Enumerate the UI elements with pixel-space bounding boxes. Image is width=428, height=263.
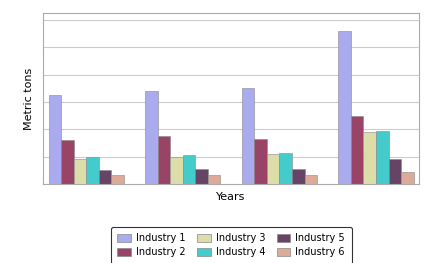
Bar bbox=[242, 88, 254, 184]
X-axis label: Years: Years bbox=[217, 192, 246, 202]
Bar bbox=[389, 159, 401, 184]
Bar bbox=[363, 132, 376, 184]
Bar bbox=[111, 175, 124, 184]
Bar bbox=[376, 131, 389, 184]
Bar bbox=[254, 139, 267, 184]
Bar bbox=[86, 157, 99, 184]
Bar bbox=[208, 175, 220, 184]
Bar bbox=[183, 155, 196, 184]
Bar bbox=[304, 175, 317, 184]
Bar bbox=[49, 95, 61, 184]
Bar bbox=[99, 170, 111, 184]
Bar bbox=[74, 159, 86, 184]
Bar bbox=[170, 157, 183, 184]
Bar bbox=[338, 31, 351, 184]
Bar bbox=[292, 169, 304, 184]
Bar bbox=[61, 140, 74, 184]
Bar bbox=[279, 153, 292, 184]
Bar bbox=[145, 91, 158, 184]
Y-axis label: Metric tons: Metric tons bbox=[24, 68, 34, 130]
Bar bbox=[401, 172, 413, 184]
Bar bbox=[351, 116, 363, 184]
Bar bbox=[158, 136, 170, 184]
Legend: Industry 1, Industry 2, Industry 3, Industry 4, Industry 5, Industry 6: Industry 1, Industry 2, Industry 3, Indu… bbox=[110, 226, 352, 263]
Bar bbox=[267, 154, 279, 184]
Bar bbox=[196, 169, 208, 184]
